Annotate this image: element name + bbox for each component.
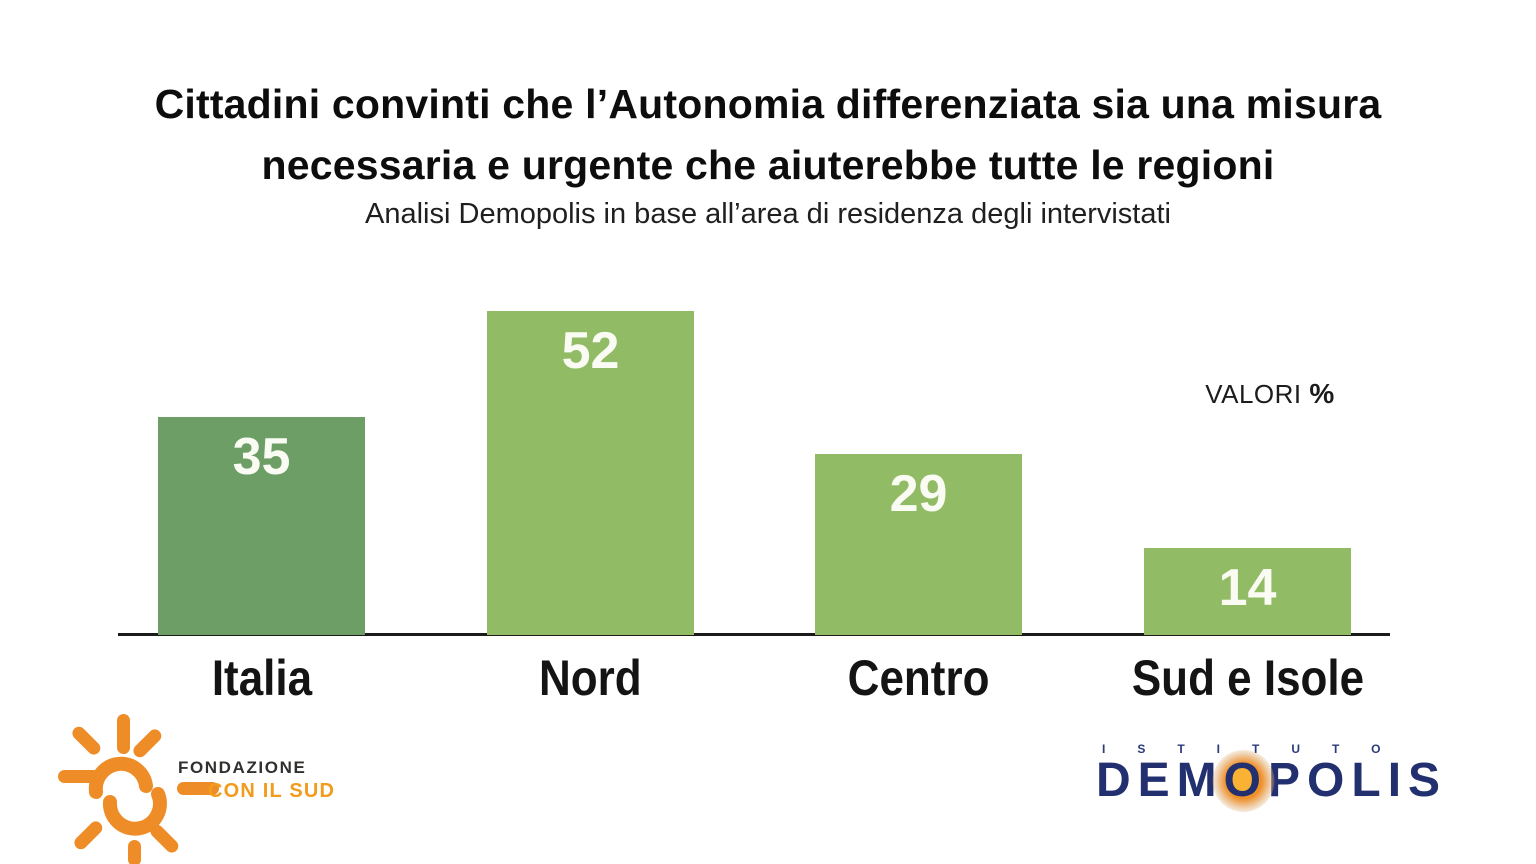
fondazione-con-il-sud-wordmark: FONDAZIONE CON IL SUD: [178, 758, 335, 803]
bar-nord: 52: [487, 311, 694, 635]
valori-note: VALORI %: [1160, 378, 1380, 410]
x-axis-line: [118, 633, 1390, 636]
istituto-label: ISTITUTO: [1102, 742, 1413, 756]
chart-title-line1: Cittadini convinti che l’Autonomia diffe…: [154, 81, 1382, 127]
bar-sud-e-isole: 14: [1144, 548, 1351, 635]
chart-subtitle: Analisi Demopolis in base all’area di re…: [365, 198, 1171, 230]
chart-title: Cittadini convinti che l’Autonomia diffe…: [0, 74, 1536, 196]
valori-label: VALORI: [1205, 379, 1302, 409]
demopolis-suffix: POLIS: [1268, 754, 1448, 807]
fondazione-con-il-sud-sun-icon: [58, 714, 219, 864]
bar-value-sud-e-isole: 14: [1218, 559, 1277, 617]
axis-label-sud-e-isole: Sud e Isole: [1131, 650, 1364, 706]
percent-sign: %: [1309, 378, 1335, 409]
bar-value-nord: 52: [561, 322, 620, 380]
demopolis-wordmark: DEMOPOLIS: [1096, 757, 1466, 805]
fondazione-label: FONDAZIONE: [178, 758, 307, 777]
con-il-sud-label: CON IL SUD: [208, 780, 336, 802]
bar-value-centro: 29: [889, 465, 948, 523]
demopolis-o-target-icon: O: [1223, 754, 1269, 807]
demopolis-prefix: DEM: [1096, 754, 1224, 807]
bar-centro: 29: [815, 454, 1022, 635]
axis-label-italia: Italia: [211, 650, 312, 706]
axis-label-centro: Centro: [847, 650, 990, 706]
istituto-demopolis-logo: ISTITUTO DEMOPOLIS: [1096, 742, 1466, 805]
chart-title-line2: necessaria e urgente che aiuterebbe tutt…: [261, 142, 1275, 188]
bar-value-italia: 35: [232, 428, 291, 486]
axis-label-nord: Nord: [539, 650, 642, 706]
bar-italia: 35: [158, 417, 365, 635]
